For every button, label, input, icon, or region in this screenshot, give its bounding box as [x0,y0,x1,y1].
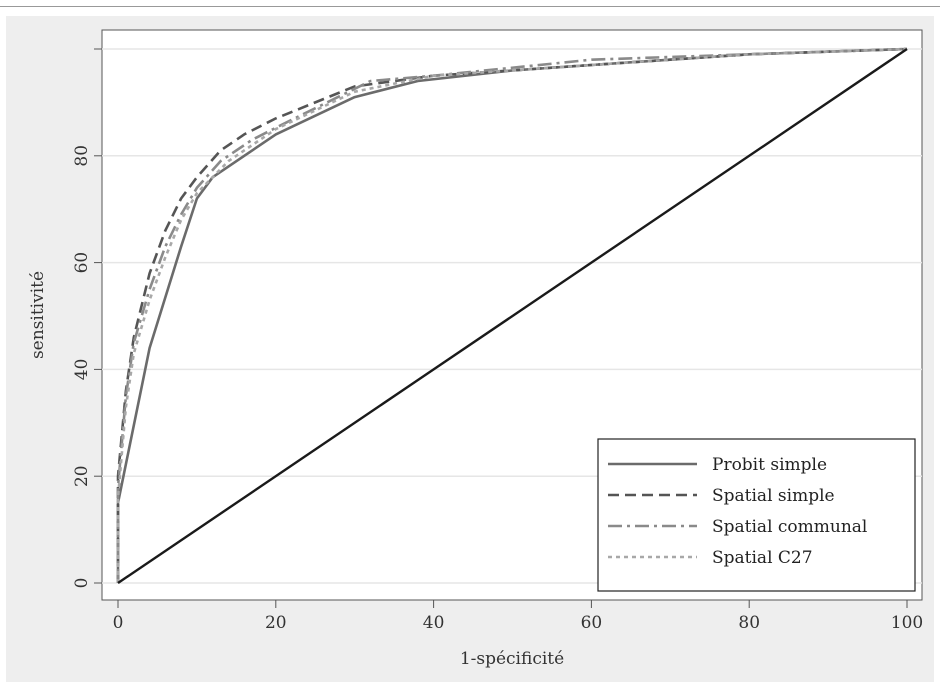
y-tick-label-0: 0 [72,578,92,589]
x-tick-label-60: 60 [581,613,603,633]
legend-label-spatial-communal: Spatial communal [712,517,867,537]
legend-label-probit-simple: Probit simple [712,455,827,475]
axis-ticks: 0 20 40 60 80 0 20 40 60 80 100 [72,48,923,633]
legend-label-spatial-simple: Spatial simple [712,486,835,506]
y-tick-label-60: 60 [72,252,92,274]
y-axis-title: sensitivité [28,271,48,359]
x-axis-title: 1-spécificité [460,649,564,669]
reference-diagonal-line [117,48,908,584]
y-tick-label-40: 40 [72,359,92,381]
x-tick-label-40: 40 [423,613,445,633]
legend: Probit simple Spatial simple Spatial commu… [597,438,916,592]
x-tick-label-100: 100 [891,613,923,633]
x-tick-label-20: 20 [265,613,287,633]
series-line-spatial-c27 [116,47,908,583]
x-tick-label-80: 80 [738,613,760,633]
y-tick-label-20: 20 [72,465,92,487]
series-group [116,47,908,584]
y-tick-label-80: 80 [72,145,92,167]
legend-label-spatial-c27: Spatial C27 [712,548,813,568]
x-tick-label-0: 0 [113,613,124,633]
series-line-spatial-communal [116,47,908,583]
